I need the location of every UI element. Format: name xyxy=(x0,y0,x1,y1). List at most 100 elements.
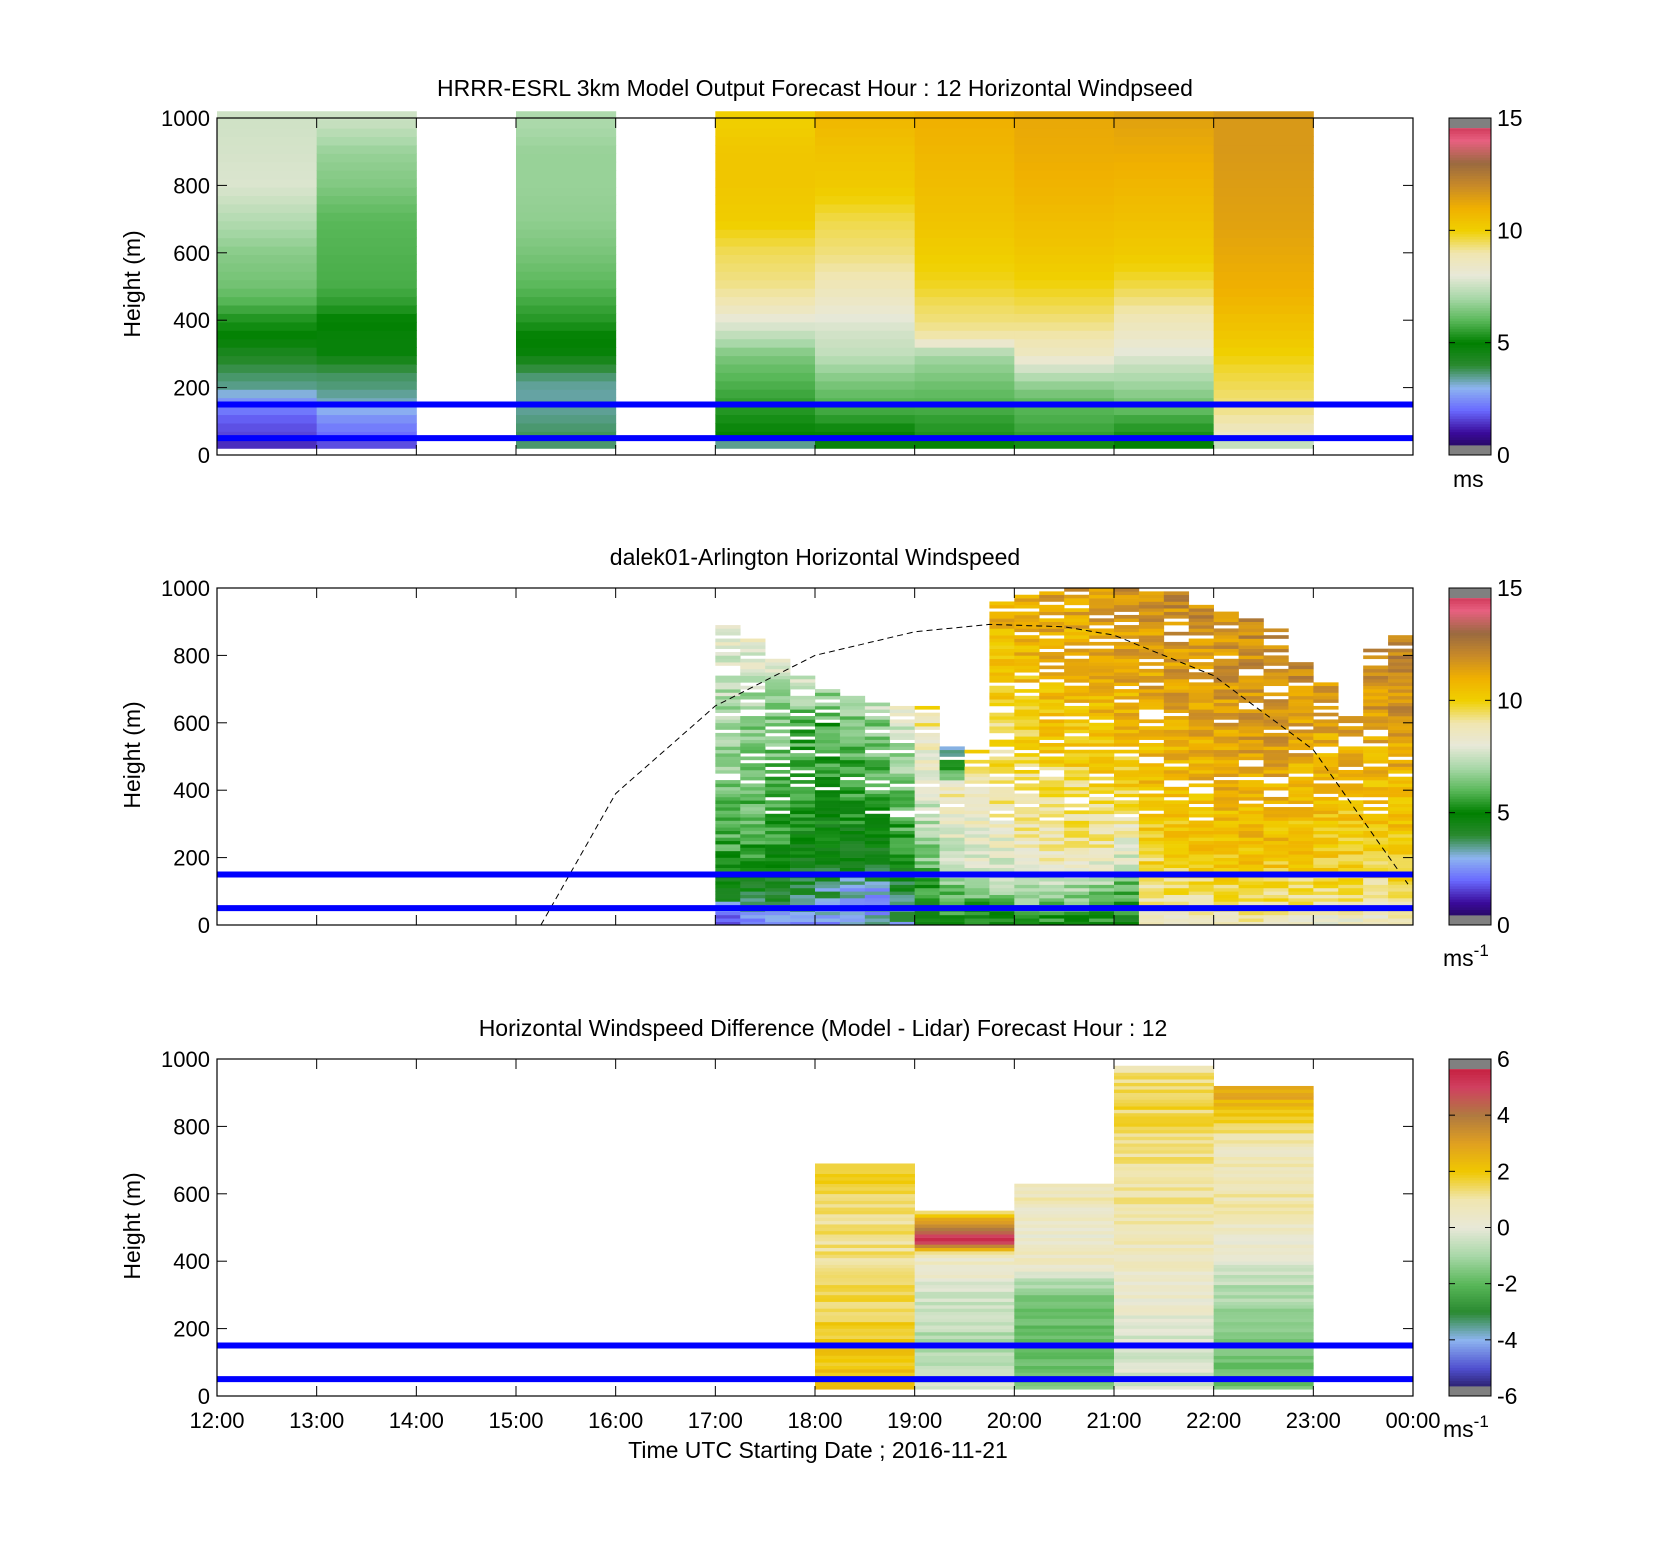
heatmap-cell xyxy=(1014,389,1115,399)
heatmap-cell xyxy=(1238,695,1264,700)
heatmap-cell xyxy=(790,709,816,713)
heatmap-cell xyxy=(1338,891,1364,895)
heatmap-cell xyxy=(1138,894,1165,899)
heatmap-cell xyxy=(1313,729,1339,734)
heatmap-cell xyxy=(1388,699,1414,703)
heatmap-cell xyxy=(1188,901,1214,906)
heatmap-cell xyxy=(1213,1180,1314,1184)
heatmap-cell xyxy=(790,746,816,751)
heatmap-cell xyxy=(815,793,841,798)
colorbar-tick-label: -2 xyxy=(1497,1271,1517,1297)
heatmap-cell xyxy=(1363,817,1389,821)
heatmap-cell xyxy=(889,796,915,801)
heatmap-cell xyxy=(1114,702,1140,707)
colorbar-swatch xyxy=(1449,1219,1491,1223)
heatmap-cell xyxy=(1089,635,1115,639)
heatmap-cell xyxy=(1213,881,1239,885)
heatmap-cell xyxy=(1114,1331,1214,1336)
heatmap-cell xyxy=(1388,894,1414,899)
heatmap-cell xyxy=(939,854,965,858)
colorbar-unit: ms-1 xyxy=(1443,941,1489,971)
heatmap-cell xyxy=(790,867,816,872)
heatmap-cell xyxy=(1014,1214,1115,1218)
heatmap-cell xyxy=(1188,736,1214,740)
heatmap-cell xyxy=(790,877,816,882)
heatmap-cell xyxy=(864,716,891,720)
heatmap-cell xyxy=(715,406,816,416)
heatmap-cell xyxy=(864,709,891,713)
colorbar-swatch xyxy=(1449,1132,1491,1136)
heatmap-cell xyxy=(1114,722,1140,727)
heatmap-cell xyxy=(864,756,891,761)
heatmap-cell xyxy=(316,313,417,323)
heatmap-cell xyxy=(765,793,791,798)
heatmap-cell xyxy=(1213,195,1314,205)
heatmap-cell xyxy=(1263,743,1289,747)
colorbar-swatch xyxy=(1449,1187,1491,1192)
heatmap-cell xyxy=(1313,834,1339,838)
heatmap-cell xyxy=(914,1230,1015,1235)
heatmap-cell xyxy=(1263,712,1289,717)
heatmap-cell xyxy=(815,128,916,138)
heatmap-cell xyxy=(715,645,741,649)
colorbar-swatch xyxy=(1449,228,1491,232)
heatmap-cell xyxy=(1263,891,1289,895)
colorbar-swatch xyxy=(1449,165,1491,169)
heatmap-cell xyxy=(1388,655,1414,660)
heatmap-cell xyxy=(1213,780,1239,784)
colorbar-swatch xyxy=(1449,315,1491,319)
heatmap-cell xyxy=(815,1291,915,1296)
heatmap-cell xyxy=(1288,729,1314,734)
colorbar-swatch xyxy=(1449,719,1491,723)
heatmap-cell xyxy=(1014,648,1040,653)
heatmap-cell xyxy=(715,652,741,656)
colorbar-tick-label: -4 xyxy=(1497,1327,1518,1353)
heatmap-cell xyxy=(1338,911,1364,916)
colorbar-swatch xyxy=(1449,136,1491,140)
heatmap-cell xyxy=(1114,203,1215,213)
heatmap-cell xyxy=(964,803,990,808)
heatmap-cell xyxy=(1363,860,1389,865)
heatmap-cell xyxy=(1263,844,1289,848)
heatmap-cell xyxy=(1288,847,1314,852)
heatmap-cell xyxy=(964,830,990,835)
heatmap-cell xyxy=(1114,618,1140,622)
colorbar-swatch xyxy=(1449,1121,1491,1126)
colorbar-swatch xyxy=(1449,167,1491,171)
heatmap-cell xyxy=(989,638,1015,643)
x-tick-label: 22:00 xyxy=(1186,1408,1241,1433)
colorbar-swatch xyxy=(1449,637,1491,641)
heatmap-cell xyxy=(1064,776,1090,781)
heatmap-cell xyxy=(1163,601,1190,606)
heatmap-cell xyxy=(1213,262,1314,272)
heatmap-cell xyxy=(815,288,916,298)
heatmap-cell xyxy=(790,844,816,848)
heatmap-cell xyxy=(1388,675,1414,680)
colorbar-swatch xyxy=(1449,838,1491,842)
heatmap-cell xyxy=(1114,648,1140,653)
heatmap-cell xyxy=(316,195,417,205)
heatmap-cell xyxy=(1338,884,1364,889)
heatmap-cell xyxy=(1114,136,1215,146)
heatmap-cell xyxy=(1039,628,1065,633)
heatmap-cell xyxy=(1213,1123,1314,1127)
heatmap-cell xyxy=(1114,807,1140,811)
heatmap-cell xyxy=(989,729,1015,734)
heatmap-cell xyxy=(1213,1240,1314,1245)
heatmap-cell xyxy=(765,776,791,781)
colorbar-swatch xyxy=(1449,1164,1491,1168)
heatmap-cell xyxy=(964,891,990,895)
heatmap-cell xyxy=(316,178,417,188)
heatmap-cell xyxy=(914,187,1015,197)
heatmap-cell xyxy=(1014,645,1040,649)
colorbar-swatch xyxy=(1449,273,1491,277)
heatmap-cell xyxy=(1213,807,1239,811)
heatmap-cell xyxy=(1288,800,1314,804)
heatmap-cell xyxy=(740,672,766,676)
heatmap-cell xyxy=(1039,756,1065,761)
heatmap-cell xyxy=(1188,820,1214,825)
heatmap-cell xyxy=(1238,817,1264,821)
heatmap-cell xyxy=(1188,749,1214,754)
heatmap-cell xyxy=(715,820,741,825)
heatmap-cell xyxy=(1338,820,1364,825)
